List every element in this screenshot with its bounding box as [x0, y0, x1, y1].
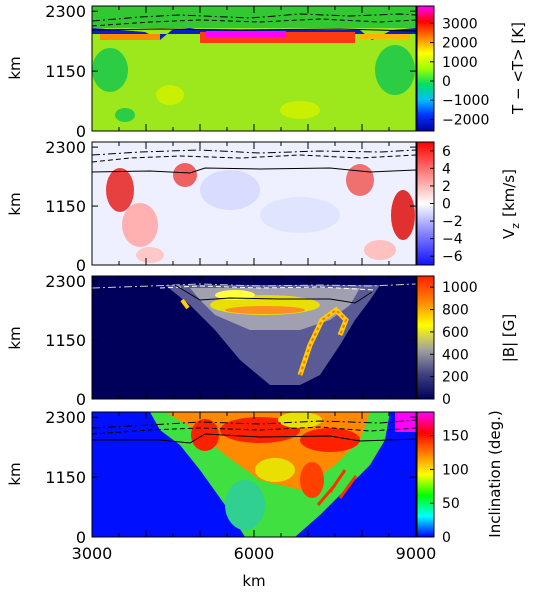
colorbar-tick-label: 600 — [442, 325, 469, 341]
x-axis-label: km — [242, 572, 265, 590]
colorbar-inclination — [416, 411, 435, 538]
colorbar-tick-label: 2000 — [442, 36, 478, 52]
colorbar-label-velocity: Vz [km/s] — [500, 169, 522, 239]
y-tick-label: 2300 — [45, 2, 86, 21]
colorbar-tick-label: 150 — [442, 429, 469, 445]
x-tick-label: 9000 — [396, 544, 437, 563]
colorbar-tick-label: −2 — [442, 214, 463, 230]
colorbar-tick-label: −2000 — [442, 112, 489, 128]
colorbar-tick-label: 0 — [442, 74, 451, 90]
heatmap-velocity — [91, 142, 417, 265]
y-tick-label: 1150 — [45, 331, 86, 350]
heatmap-inclination — [91, 412, 417, 537]
colorbar-ticks-inclination: 150 100 50 0 — [430, 429, 469, 546]
colorbar-tick-label: 4 — [442, 161, 451, 177]
colorbar-tick-label: 100 — [442, 462, 469, 478]
colorbar-label-inclination: Inclination (deg.) — [486, 410, 504, 537]
colorbar-tick-label: 50 — [442, 496, 460, 512]
colorbar-label-temperature: T − <T> [K] — [509, 22, 527, 115]
colorbar-tick-label: 800 — [442, 303, 469, 319]
colorbar-tick-label: 6 — [442, 144, 451, 160]
panel-field: 0 1150 2300 km 1000 800 600 400 200 0 |B| [G] — [6, 272, 518, 409]
y-axis-field: 0 1150 2300 — [45, 272, 416, 409]
y-label-velocity: km — [6, 192, 24, 215]
y-tick-label: 0 — [76, 528, 86, 547]
y-axis-velocity: 0 1150 2300 — [45, 138, 416, 275]
colorbar-label-field: |B| [G] — [500, 314, 518, 363]
colorbar-ticks-velocity: 64 2 0−2 −4−6 — [430, 144, 463, 265]
colorbar-tick-label: 400 — [442, 347, 469, 363]
y-label-temperature: km — [6, 56, 24, 79]
y-tick-label: 1150 — [45, 197, 86, 216]
y-tick-label: 1150 — [45, 62, 86, 81]
colorbar-ticks-field: 1000 800 600 400 200 0 — [430, 280, 478, 408]
heatmap-temperature — [91, 6, 417, 131]
heatmap-field — [91, 276, 417, 399]
x-tick-label: 6000 — [234, 544, 275, 563]
panel-inclination: 0 1150 2300 km 150 100 50 0 Inclination (deg.… — [6, 408, 504, 547]
y-tick-label: 1150 — [45, 468, 86, 487]
colorbar-label-main: V — [500, 228, 518, 239]
colorbar-tick-label: 1000 — [442, 55, 478, 71]
colorbar-label-unit: [km/s] — [500, 169, 518, 217]
colorbar-temperature — [416, 5, 435, 132]
y-axis-temperature: 0 1150 2300 — [45, 2, 416, 141]
y-tick-label: 2300 — [45, 408, 86, 427]
colorbar-tick-label: −4 — [442, 232, 463, 248]
y-label-inclination: km — [6, 462, 24, 485]
x-axis: 3000 6000 9000 — [72, 6, 437, 563]
y-label-field: km — [6, 326, 24, 349]
colorbar-tick-label: 0 — [442, 392, 451, 408]
y-tick-label: 0 — [76, 256, 86, 275]
colorbar-tick-label: 3000 — [442, 16, 478, 32]
colorbar-tick-label: 0 — [442, 530, 451, 546]
colorbar-tick-label: 2 — [442, 179, 451, 195]
y-tick-label: 2300 — [45, 138, 86, 157]
y-tick-label: 0 — [76, 122, 86, 141]
colorbar-tick-label: 0 — [442, 197, 451, 213]
panel-temperature: 0 1150 2300 km 3000 2000 1000 0 −1000 −2000 T −… — [6, 2, 527, 141]
colorbar-ticks-temperature: 3000 2000 1000 0 −1000 −2000 — [430, 16, 489, 128]
y-axis-inclination: 0 1150 2300 — [45, 408, 416, 547]
x-tick-label: 3000 — [72, 544, 113, 563]
y-tick-label: 0 — [76, 390, 86, 409]
y-tick-label: 2300 — [45, 272, 86, 291]
colorbar-field — [416, 275, 435, 400]
colorbar-tick-label: 200 — [442, 370, 469, 386]
colorbar-tick-label: −1000 — [442, 93, 489, 109]
colorbar-tick-label: 1000 — [442, 280, 478, 296]
colorbar-tick-label: −6 — [442, 249, 463, 265]
colorbar-label-sub: z — [509, 223, 522, 229]
